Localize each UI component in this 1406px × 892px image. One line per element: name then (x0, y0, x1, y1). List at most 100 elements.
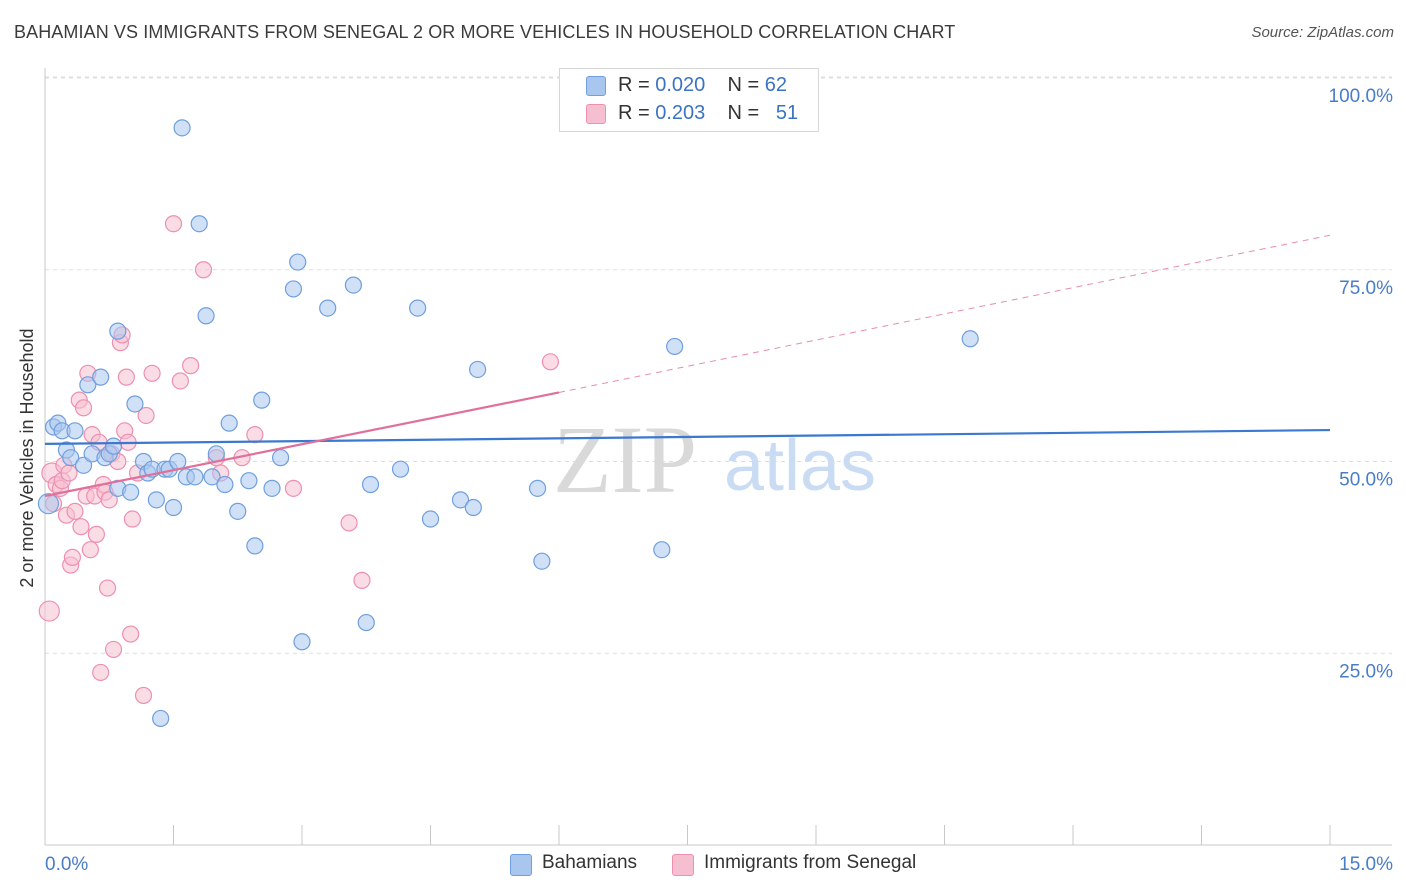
bottom-legend-label: Immigrants from Senegal (704, 852, 917, 873)
bottom-legend-swatch-blue (510, 854, 532, 876)
point-bahamians (464, 498, 482, 517)
point-senegal (123, 510, 141, 528)
legend-n-label: N = (727, 74, 765, 96)
point-bahamians (271, 449, 290, 467)
y-axis-label: 2 or more Vehicles in Household (17, 328, 37, 587)
point-bahamians (528, 479, 547, 497)
point-senegal (171, 372, 189, 390)
point-bahamians (653, 541, 671, 559)
point-senegal (117, 368, 135, 386)
point-senegal (63, 548, 82, 566)
point-senegal (38, 600, 60, 622)
bottom-legend-swatch-pink (672, 854, 694, 876)
point-bahamians (203, 468, 221, 486)
point-senegal (104, 640, 123, 659)
point-bahamians (240, 472, 258, 490)
point-bahamians (186, 468, 204, 486)
point-bahamians (451, 491, 470, 509)
point-bahamians (361, 475, 380, 494)
source-credit: Source: ZipAtlas.com (1251, 24, 1394, 41)
legend-swatch-blue (586, 76, 606, 96)
legend-r-value: 0.203 (655, 102, 706, 124)
point-senegal (74, 399, 93, 417)
point-bahamians (421, 510, 440, 528)
watermark-zip: ZIP (553, 406, 697, 513)
y-tick-label: 25.0% (1339, 661, 1393, 682)
point-senegal (60, 464, 78, 482)
point-bahamians (409, 299, 427, 317)
point-bahamians (79, 376, 97, 394)
point-bahamians (122, 483, 140, 501)
trend-line-bahamians (44, 428, 1331, 445)
legend-r-label: R = (618, 102, 656, 124)
grid-lines (45, 76, 1392, 654)
legend-swatch-pink (586, 104, 606, 124)
point-senegal (182, 357, 200, 375)
point-senegal (92, 663, 110, 682)
point-bahamians (109, 322, 127, 340)
point-senegal (122, 625, 140, 643)
trend-line-senegal-extension (558, 234, 1331, 393)
legend-r-value: 0.020 (655, 74, 706, 96)
point-senegal (72, 518, 90, 536)
y-tick-label: 50.0% (1339, 470, 1393, 491)
point-senegal (87, 525, 106, 543)
point-bahamians (152, 709, 170, 728)
point-senegal (66, 502, 84, 520)
axis-labels: 25.0% 50.0% 75.0% 100.0% 0.0% 15.0% 2 or more … (17, 86, 1393, 875)
point-senegal (284, 479, 303, 497)
trend-line-senegal (44, 391, 560, 498)
legend-r-label: R = (618, 74, 656, 96)
stats-legend: R = 0.020 N = 62 R = 0.203 N = 51 (559, 68, 819, 132)
point-senegal (164, 215, 183, 233)
point-bahamians (216, 475, 234, 494)
point-bahamians (66, 422, 84, 440)
axes (44, 68, 1392, 846)
point-senegal (541, 353, 560, 371)
watermark-atlas: atlas (724, 426, 876, 506)
x-tick-label: 15.0% (1339, 854, 1393, 875)
y-tick-label: 100.0% (1329, 86, 1394, 107)
point-bahamians (469, 360, 487, 379)
legend-n-label: N = (727, 102, 765, 124)
point-bahamians (62, 449, 80, 467)
point-bahamians (344, 276, 362, 294)
point-bahamians (104, 437, 123, 455)
point-bahamians (533, 552, 551, 570)
point-bahamians (220, 414, 238, 432)
y-tick-label: 75.0% (1339, 278, 1393, 299)
legend-n-value: 62 (764, 74, 788, 96)
point-bahamians (164, 498, 183, 517)
point-bahamians (197, 307, 215, 325)
trend-lines (44, 234, 1331, 498)
bottom-legend-label: Bahamians (542, 852, 638, 873)
point-bahamians (37, 493, 60, 515)
point-bahamians (126, 395, 144, 413)
point-bahamians (293, 633, 311, 651)
point-bahamians (319, 299, 337, 317)
point-senegal (194, 261, 213, 279)
x-tick-label: 0.0% (45, 854, 88, 875)
point-bahamians (229, 502, 247, 520)
point-senegal (246, 426, 264, 444)
watermark: ZIP atlas (553, 406, 876, 513)
point-senegal (353, 571, 371, 589)
point-bahamians (246, 537, 264, 555)
point-bahamians (666, 337, 684, 356)
point-bahamians (289, 253, 307, 271)
point-senegal (143, 364, 161, 382)
point-senegal (81, 541, 100, 559)
point-bahamians (284, 280, 303, 298)
point-senegal (137, 406, 155, 425)
point-bahamians (92, 368, 110, 386)
point-senegal (340, 514, 358, 532)
point-senegal (98, 579, 117, 597)
point-bahamians (253, 391, 271, 409)
points-bahamians (37, 119, 979, 728)
point-bahamians (190, 215, 208, 233)
legend-n-value: 51 (775, 102, 799, 124)
point-bahamians (173, 119, 191, 137)
point-bahamians (961, 330, 979, 348)
point-bahamians (74, 456, 93, 474)
